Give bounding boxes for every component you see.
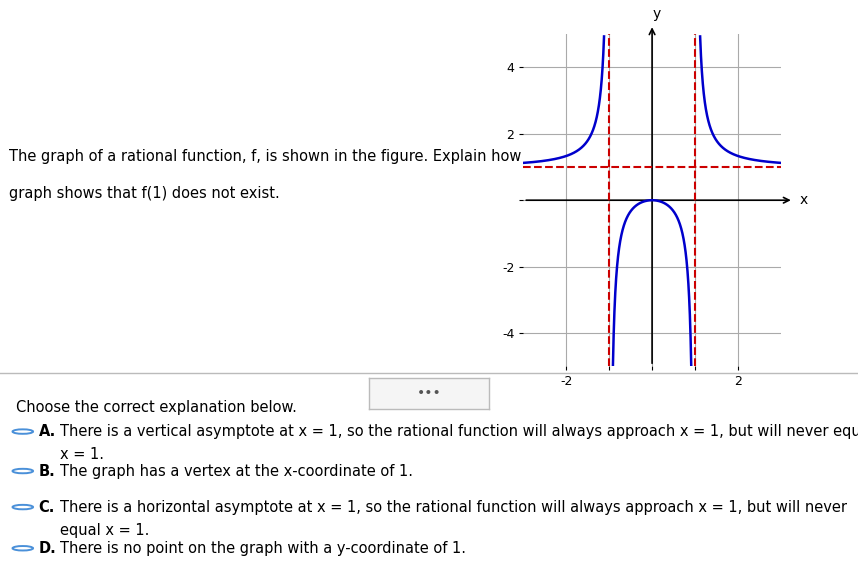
Text: y: y [652,7,661,21]
Text: B.: B. [39,463,55,479]
Text: There is a horizontal asymptote at x = 1, so the rational function will always a: There is a horizontal asymptote at x = 1… [60,499,847,515]
Text: C.: C. [39,499,55,515]
Text: The graph has a vertex at the x-coordinate of 1.: The graph has a vertex at the x-coordina… [60,463,413,479]
Text: There is a vertical asymptote at x = 1, so the rational function will always app: There is a vertical asymptote at x = 1, … [60,424,858,439]
Text: Choose the correct explanation below.: Choose the correct explanation below. [16,400,298,415]
Text: There is no point on the graph with a y-coordinate of 1.: There is no point on the graph with a y-… [60,541,466,556]
Text: D.: D. [39,541,57,556]
Text: •••: ••• [417,386,441,400]
Text: The graph of a rational function, f, is shown in the figure. Explain how the: The graph of a rational function, f, is … [9,149,550,164]
Text: x = 1.: x = 1. [60,447,104,462]
Text: A.: A. [39,424,56,439]
Text: x: x [800,193,808,207]
Text: graph shows that f(1) does not exist.: graph shows that f(1) does not exist. [9,186,280,201]
Text: equal x = 1.: equal x = 1. [60,523,149,538]
